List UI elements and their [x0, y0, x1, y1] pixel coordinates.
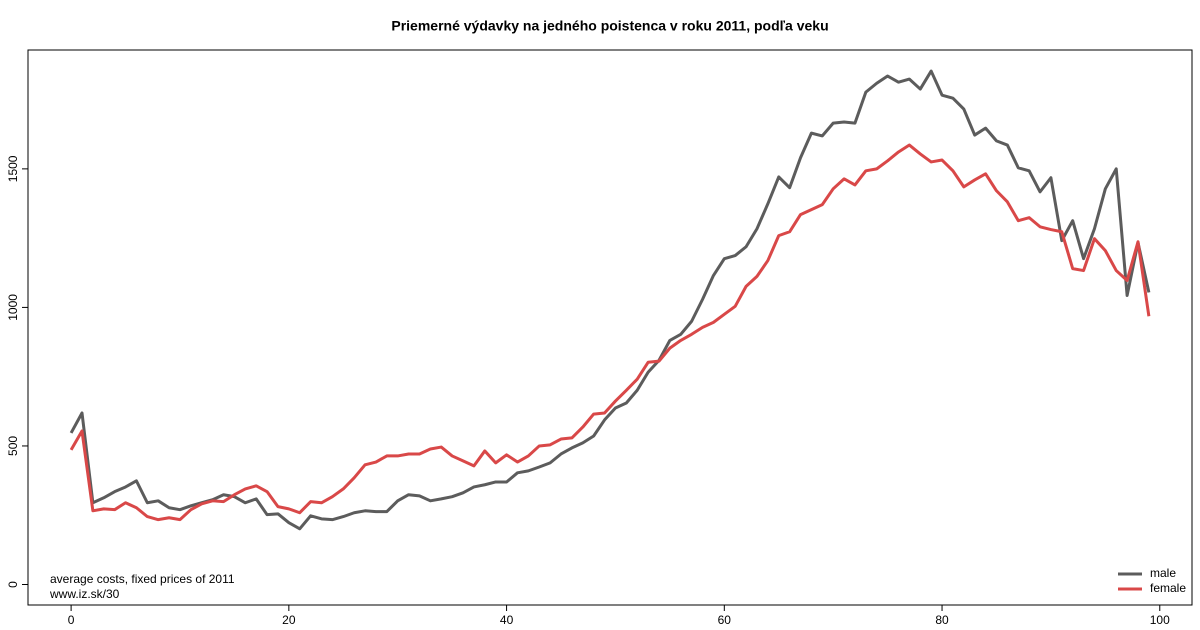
legend-label: female: [1150, 581, 1186, 595]
x-tick-label: 0: [68, 613, 75, 627]
plot-frame: [27, 49, 1193, 606]
y-tick-label: 1000: [6, 294, 20, 321]
y-tick-label: 1500: [6, 155, 20, 182]
annotation: www.iz.sk/30: [49, 587, 120, 601]
x-tick-label: 100: [1150, 613, 1170, 627]
chart-title: Priemerné výdavky na jedného poistenca v…: [391, 18, 828, 34]
y-tick-label: 0: [6, 581, 20, 588]
x-tick-label: 20: [282, 613, 296, 627]
x-tick-label: 80: [935, 613, 949, 627]
line-series: [69, 69, 1151, 531]
legend-label: male: [1150, 566, 1176, 580]
y-tick-label: 500: [6, 436, 20, 456]
annotation: average costs, fixed prices of 2011: [50, 572, 235, 586]
line-series: [69, 143, 1151, 522]
x-tick-label: 40: [500, 613, 514, 627]
x-tick-label: 60: [718, 613, 732, 627]
